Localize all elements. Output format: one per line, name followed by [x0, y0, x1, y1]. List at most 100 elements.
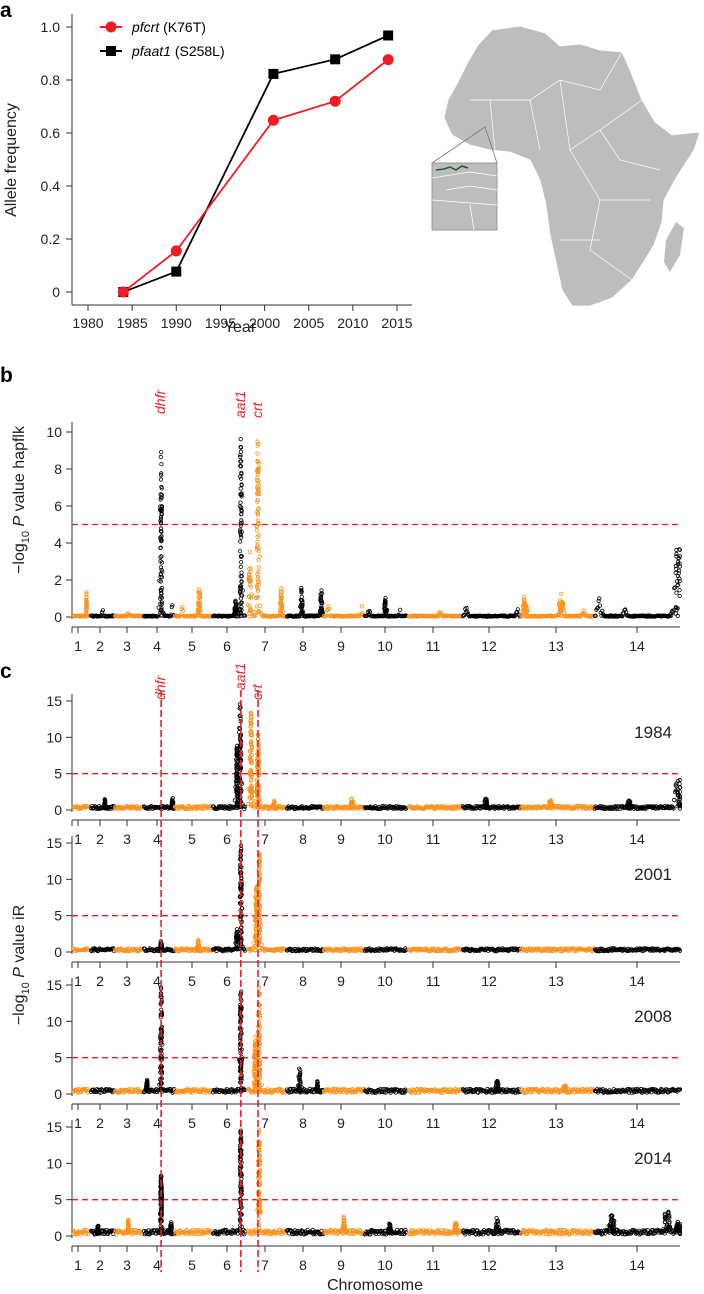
chromosome-label: 5 [188, 1115, 196, 1131]
y-tick-label: 5 [54, 1050, 62, 1066]
data-point [158, 528, 163, 534]
data-point [560, 603, 565, 608]
data-point [524, 608, 529, 613]
data-point [256, 488, 261, 493]
data-point [256, 797, 261, 802]
data-point [279, 605, 284, 610]
data-point [676, 555, 681, 561]
data-point [103, 802, 108, 807]
data-point [239, 570, 244, 575]
data-point [196, 601, 201, 606]
data-point [280, 603, 285, 608]
data-point [246, 594, 252, 600]
data-point [181, 608, 186, 614]
data-point [100, 610, 105, 615]
chromosome-label: 10 [377, 831, 393, 847]
chromosome-label: 14 [629, 973, 645, 989]
chromosome-label: 8 [299, 973, 307, 989]
data-point [669, 613, 674, 618]
data-point [256, 569, 261, 575]
panel-label-a: a [0, 0, 12, 22]
y-tick-label: 0.4 [41, 178, 61, 194]
data-point [245, 801, 251, 807]
data-point [234, 771, 239, 777]
data-point [159, 508, 164, 513]
data-point [238, 600, 243, 606]
legend-allele-pfaat1: (S258L) [175, 43, 225, 59]
y-tick-label: 0.8 [41, 72, 61, 88]
gene-label-aat1: aat1 [232, 391, 248, 418]
y-tick-label: 5 [54, 766, 62, 782]
legend-gene-pfaat1: pfaat1 [131, 43, 171, 59]
data-point [677, 578, 682, 584]
chromosome-label: 3 [123, 973, 131, 989]
data-point [159, 567, 164, 573]
chromosome-label: 3 [123, 638, 131, 654]
africa-map [431, 25, 701, 307]
data-point-pfaat1 [383, 30, 394, 41]
data-point [182, 806, 187, 812]
data-point [238, 529, 243, 534]
x-tick-label: 2010 [337, 315, 368, 331]
data-point [483, 796, 488, 801]
series-line-pfaat1 [122, 34, 389, 293]
data-point [319, 604, 324, 609]
data-point [158, 596, 163, 601]
chromosome-label: 12 [481, 973, 497, 989]
data-point [158, 454, 163, 460]
data-point [485, 802, 490, 808]
data-point [677, 785, 683, 790]
chromosome-label: 13 [548, 638, 564, 654]
data-point [84, 604, 89, 609]
data-point [249, 747, 254, 753]
chromosome-label: 7 [261, 831, 269, 847]
data-point [249, 592, 254, 597]
data-point [84, 612, 89, 618]
data-point [238, 476, 244, 481]
data-point [623, 607, 628, 612]
data-point [256, 549, 262, 554]
data-point [522, 607, 527, 613]
data-point [249, 742, 254, 748]
chromosome-label: 7 [261, 638, 269, 654]
data-point [158, 579, 163, 584]
data-point [159, 539, 164, 544]
y-tick-label: 10 [46, 424, 62, 440]
data-point [677, 593, 682, 599]
x-axis-label: Year [224, 319, 257, 336]
data-point [170, 798, 175, 803]
chromosome-label: 12 [481, 638, 497, 654]
data-point [251, 613, 256, 619]
data-point [248, 795, 253, 800]
chromosome-label: 4 [153, 638, 161, 654]
data-point [319, 610, 324, 615]
data-point [84, 595, 89, 600]
data-point [673, 566, 679, 571]
y-tick-label: 2 [54, 572, 62, 588]
data-point [84, 613, 90, 619]
data-point [597, 596, 602, 601]
data-point [158, 535, 163, 540]
data-point [256, 479, 261, 484]
data-point-pfcrt [267, 114, 279, 126]
y-tick-label: 0.6 [41, 125, 61, 141]
data-point [675, 559, 681, 565]
chromosome-label: 2 [96, 831, 104, 847]
chromosome-label: 5 [188, 638, 196, 654]
data-point [196, 602, 201, 608]
data-point [158, 526, 164, 531]
y-axis-label-b: −log10 P value hapflk [11, 425, 32, 574]
x-tick-label: 1995 [205, 315, 236, 331]
data-point [326, 604, 331, 609]
data-point [159, 606, 164, 611]
x-tick-label: 2000 [249, 315, 280, 331]
legend-marker-circle [105, 21, 117, 33]
data-point-pfcrt [382, 54, 394, 66]
data-point [248, 725, 253, 730]
data-point [677, 802, 683, 808]
data-point [158, 477, 164, 482]
inset-borders [431, 171, 498, 231]
africa-continent [443, 25, 701, 307]
data-point [103, 804, 108, 809]
